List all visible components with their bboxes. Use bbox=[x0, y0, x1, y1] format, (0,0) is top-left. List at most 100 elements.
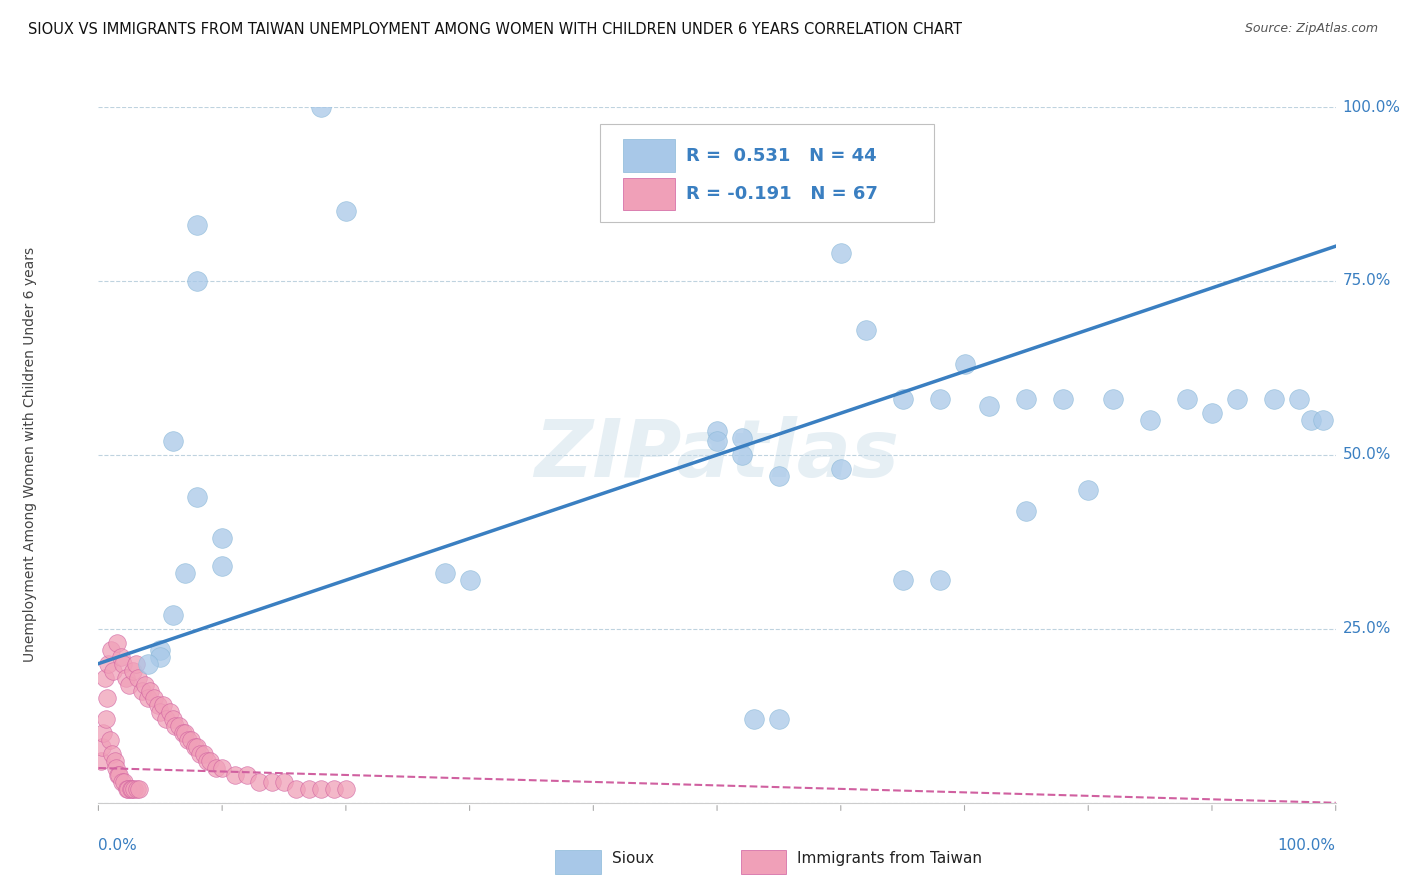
FancyBboxPatch shape bbox=[555, 850, 600, 874]
Point bbox=[98, 733, 121, 747]
Point bbox=[211, 559, 233, 574]
FancyBboxPatch shape bbox=[741, 850, 786, 874]
Point bbox=[928, 392, 950, 407]
Point bbox=[155, 712, 177, 726]
Point bbox=[742, 712, 765, 726]
Point bbox=[131, 684, 153, 698]
Point bbox=[285, 781, 308, 796]
Point bbox=[162, 712, 184, 726]
Point bbox=[211, 532, 233, 546]
Point bbox=[855, 323, 877, 337]
Text: SIOUX VS IMMIGRANTS FROM TAIWAN UNEMPLOYMENT AMONG WOMEN WITH CHILDREN UNDER 6 Y: SIOUX VS IMMIGRANTS FROM TAIWAN UNEMPLOY… bbox=[28, 22, 962, 37]
FancyBboxPatch shape bbox=[623, 178, 675, 211]
Point bbox=[186, 219, 208, 233]
Point bbox=[111, 775, 134, 789]
Point bbox=[298, 781, 321, 796]
Point bbox=[146, 698, 169, 713]
Text: ZIPatlas: ZIPatlas bbox=[534, 416, 900, 494]
Point bbox=[193, 747, 215, 761]
Point bbox=[260, 775, 283, 789]
Point bbox=[247, 775, 270, 789]
Point bbox=[139, 684, 162, 698]
Point bbox=[928, 573, 950, 587]
Point bbox=[1299, 413, 1322, 427]
Point bbox=[122, 664, 145, 678]
Point bbox=[115, 781, 138, 796]
Point bbox=[112, 657, 135, 671]
Point bbox=[125, 781, 148, 796]
Point bbox=[128, 781, 150, 796]
Point bbox=[118, 677, 141, 691]
Point bbox=[174, 726, 197, 740]
Text: Immigrants from Taiwan: Immigrants from Taiwan bbox=[797, 851, 983, 866]
Point bbox=[891, 392, 914, 407]
Point bbox=[1175, 392, 1198, 407]
Point bbox=[198, 754, 221, 768]
Point bbox=[211, 761, 233, 775]
Point bbox=[117, 781, 139, 796]
Point bbox=[136, 691, 159, 706]
Point bbox=[1226, 392, 1249, 407]
Point bbox=[172, 726, 194, 740]
Point bbox=[91, 740, 114, 755]
Point bbox=[186, 490, 208, 504]
Point bbox=[165, 719, 187, 733]
Point bbox=[127, 671, 149, 685]
Point bbox=[104, 761, 127, 775]
FancyBboxPatch shape bbox=[623, 139, 675, 172]
Point bbox=[90, 754, 112, 768]
Point bbox=[768, 712, 790, 726]
Point bbox=[107, 768, 129, 782]
Point bbox=[103, 754, 125, 768]
Point bbox=[186, 740, 208, 755]
Point bbox=[1015, 503, 1038, 517]
Point bbox=[458, 573, 481, 587]
Point bbox=[1052, 392, 1074, 407]
Point bbox=[1139, 413, 1161, 427]
Text: Sioux: Sioux bbox=[612, 851, 654, 866]
Point bbox=[121, 781, 143, 796]
Point bbox=[195, 754, 218, 768]
Point bbox=[93, 726, 115, 740]
Point bbox=[112, 775, 135, 789]
Point bbox=[162, 434, 184, 448]
Point bbox=[1077, 483, 1099, 497]
Point bbox=[768, 468, 790, 483]
Text: 100.0%: 100.0% bbox=[1343, 100, 1400, 114]
Point bbox=[180, 733, 202, 747]
Point bbox=[174, 566, 197, 581]
Point bbox=[335, 204, 357, 219]
Text: 75.0%: 75.0% bbox=[1343, 274, 1391, 288]
Point bbox=[309, 100, 332, 114]
Point bbox=[1312, 413, 1334, 427]
Point bbox=[706, 424, 728, 438]
Text: R = -0.191   N = 67: R = -0.191 N = 67 bbox=[686, 185, 877, 203]
Point bbox=[101, 747, 124, 761]
Text: 0.0%: 0.0% bbox=[98, 838, 138, 853]
Point bbox=[830, 462, 852, 476]
Point bbox=[124, 657, 146, 671]
Point bbox=[120, 781, 142, 796]
Text: 50.0%: 50.0% bbox=[1343, 448, 1391, 462]
Point bbox=[96, 691, 118, 706]
Point bbox=[186, 274, 208, 288]
Point bbox=[1263, 392, 1285, 407]
Point bbox=[188, 747, 211, 761]
Point bbox=[176, 733, 198, 747]
Point bbox=[97, 657, 120, 671]
Point bbox=[143, 691, 166, 706]
Point bbox=[149, 642, 172, 657]
Point bbox=[830, 246, 852, 260]
Point bbox=[110, 649, 132, 664]
Point bbox=[706, 434, 728, 448]
Point bbox=[1288, 392, 1310, 407]
Point bbox=[94, 712, 117, 726]
Point bbox=[205, 761, 228, 775]
Point bbox=[731, 431, 754, 445]
Point bbox=[273, 775, 295, 789]
Point bbox=[224, 768, 246, 782]
Text: R =  0.531   N = 44: R = 0.531 N = 44 bbox=[686, 147, 877, 165]
Point bbox=[1201, 406, 1223, 420]
Point bbox=[149, 649, 172, 664]
Point bbox=[159, 706, 181, 720]
